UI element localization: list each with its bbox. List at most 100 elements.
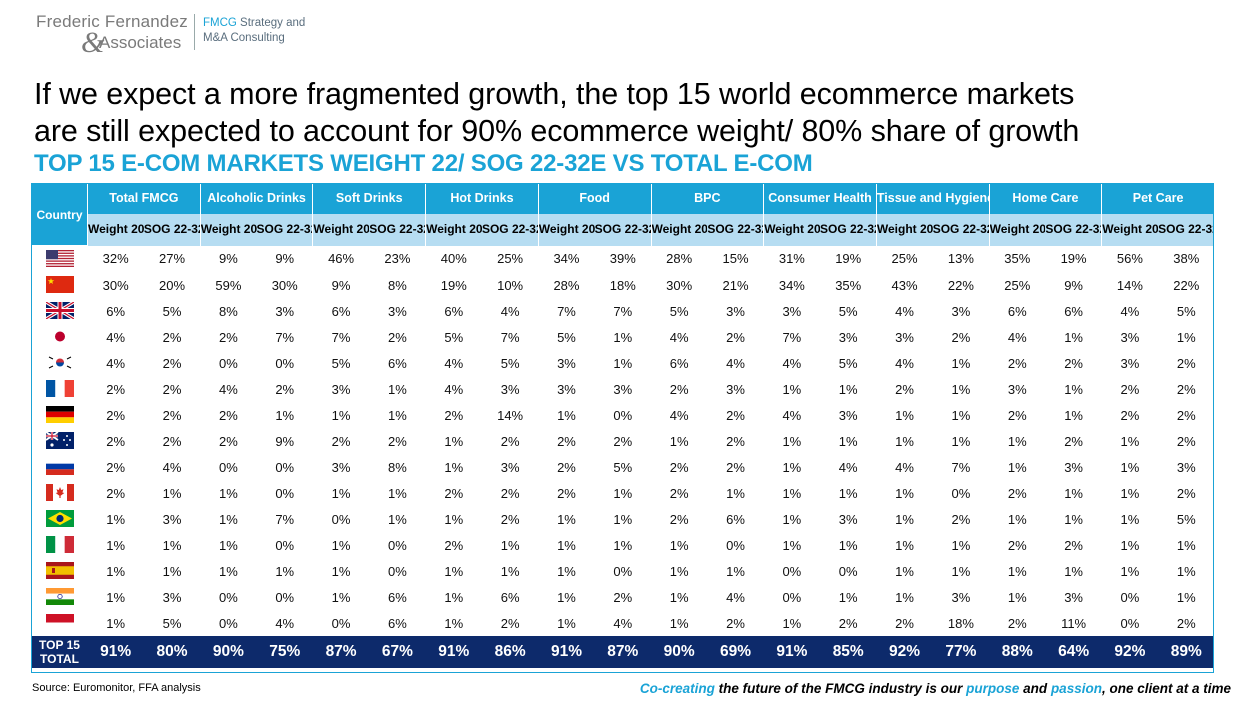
sog-cell-home-care: 1% — [1064, 407, 1083, 423]
weight-cell-soft-drinks: 1% — [331, 563, 351, 579]
sog-cell-soft-drinks: 1% — [388, 407, 407, 423]
footer-cocreating: Co-creating — [639, 681, 715, 696]
sog-cell-consumer-health: 3% — [838, 407, 858, 423]
weight-cell-bpc: 4% — [669, 329, 689, 345]
sog-cell-pet-care: 5% — [1176, 303, 1196, 319]
weight-cell-hot-drinks: 2% — [444, 407, 464, 423]
company-logo: Frederic Fernandez & Associates — [36, 12, 188, 58]
country-cell — [32, 298, 88, 324]
sog-cell-total-fmcg: 1% — [162, 563, 182, 579]
sog-cell-soft-drinks: 1% — [388, 381, 407, 397]
weight-cell-tissue-and-hygiene: 1% — [895, 511, 914, 527]
weight-cell-consumer-health: 1% — [782, 615, 802, 631]
sog-cell-home-care: 3% — [1064, 589, 1083, 605]
footer-text-1: the future of the FMCG industry is our — [714, 681, 967, 696]
total-sog-cell-home-care: 64% — [1045, 636, 1102, 668]
category-header-home-care: Home Care — [988, 183, 1103, 214]
sog-cell-home-care: 2% — [1064, 433, 1083, 449]
sog-cell-bpc: 4% — [726, 355, 745, 371]
weight-cell-food: 34% — [553, 251, 580, 267]
sog-cell-home-care: 19% — [1060, 251, 1087, 267]
country-cell — [32, 324, 88, 350]
sog-cell-total-fmcg: 27% — [159, 251, 186, 267]
russia-flag-icon — [45, 458, 74, 476]
weight-2022-header-bpc: Weight 2022 — [650, 213, 708, 246]
sog-cell-bpc: 3% — [726, 303, 745, 319]
weight-cell-bpc: 1% — [669, 589, 689, 605]
weight-cell-home-care: 1% — [1007, 589, 1027, 605]
sog-cell-consumer-health: 3% — [838, 329, 858, 345]
weight-cell-bpc: 1% — [669, 433, 689, 449]
australia-flag-icon — [45, 431, 74, 450]
weight-cell-hot-drinks: 1% — [444, 589, 464, 605]
sog-cell-hot-drinks: 14% — [497, 407, 524, 423]
sog-cell-total-fmcg: 2% — [162, 329, 182, 345]
country-cell — [32, 428, 88, 454]
weight-cell-consumer-health: 34% — [778, 277, 805, 293]
weight-cell-soft-drinks: 6% — [331, 303, 351, 319]
weight-cell-tissue-and-hygiene: 4% — [895, 303, 914, 319]
weight-2022-header-pet-care: Weight 2022 — [1101, 213, 1159, 246]
weight-cell-total-fmcg: 2% — [106, 433, 126, 449]
sog-cell-tissue-and-hygiene: 1% — [951, 355, 971, 371]
sog-cell-total-fmcg: 5% — [162, 303, 182, 319]
weight-cell-food: 2% — [557, 459, 576, 475]
weight-cell-bpc: 2% — [669, 459, 689, 475]
weight-cell-consumer-health: 1% — [782, 433, 802, 449]
sog-cell-alcoholic-drinks: 0% — [275, 485, 295, 501]
tagline-fmcg: FMCG — [203, 17, 237, 29]
sog-cell-consumer-health: 1% — [838, 381, 858, 397]
table-row: 30% 20% 59% 30% 9% 8% 19% 10% 28% 18% 30% 21% 34% 35%… — [32, 272, 1215, 298]
total-weight-cell-bpc: 90% — [651, 636, 708, 668]
sog-cell-pet-care: 2% — [1176, 407, 1196, 423]
sog-cell-alcoholic-drinks: 9% — [275, 433, 295, 449]
sog-cell-tissue-and-hygiene: 1% — [951, 407, 971, 423]
sog-cell-food: 0% — [613, 407, 633, 423]
weight-cell-home-care: 6% — [1007, 303, 1027, 319]
weight-cell-pet-care: 1% — [1120, 537, 1140, 553]
sog-cell-soft-drinks: 6% — [388, 355, 407, 371]
table-row: 6% 5% 8% 3% 6% 3% 6% 4% 7% 7% 5% 3% 3% 5% 4% 3% 6% 6% 4% 5% — [32, 298, 1215, 324]
sog-cell-total-fmcg: 3% — [162, 589, 182, 605]
weight-cell-home-care: 3% — [1007, 381, 1027, 397]
total-weight-cell-total-fmcg: 91% — [87, 636, 144, 668]
sog-cell-bpc: 1% — [726, 563, 745, 579]
weight-cell-consumer-health: 4% — [782, 407, 802, 423]
weight-cell-home-care: 2% — [1007, 615, 1027, 631]
sog-cell-bpc: 2% — [726, 407, 745, 423]
weight-cell-soft-drinks: 46% — [328, 251, 355, 267]
weight-2022-header-soft-drinks: Weight 2022 — [312, 213, 370, 246]
category-header-tissue-and-hygiene: Tissue and Hygiene — [875, 183, 990, 214]
us-flag-icon — [45, 250, 74, 268]
sog-cell-home-care: 3% — [1064, 459, 1083, 475]
weight-cell-alcoholic-drinks: 0% — [218, 615, 238, 631]
weight-cell-hot-drinks: 19% — [440, 277, 467, 293]
category-header-total-fmcg: Total FMCG — [87, 183, 201, 214]
sog-cell-soft-drinks: 1% — [388, 511, 407, 527]
sog-cell-consumer-health: 1% — [838, 485, 858, 501]
sog-cell-pet-care: 1% — [1176, 563, 1196, 579]
weight-cell-food: 1% — [557, 563, 576, 579]
total-sog-cell-food: 87% — [594, 636, 651, 668]
country-cell — [32, 246, 88, 273]
sog-cell-home-care: 1% — [1064, 381, 1083, 397]
sog-cell-hot-drinks: 2% — [500, 511, 520, 527]
sog-cell-pet-care: 2% — [1176, 433, 1196, 449]
sog-cell-tissue-and-hygiene: 3% — [951, 589, 971, 605]
weight-cell-home-care: 1% — [1007, 563, 1027, 579]
sog-22-32-header-hot-drinks: SOG 22-32 — [481, 213, 539, 246]
weight-cell-consumer-health: 31% — [778, 251, 805, 267]
weight-cell-total-fmcg: 1% — [106, 589, 126, 605]
sog-cell-home-care: 1% — [1064, 511, 1083, 527]
weight-cell-bpc: 30% — [666, 277, 693, 293]
weight-2022-header-consumer-health: Weight 2022 — [763, 213, 821, 246]
sog-cell-bpc: 0% — [726, 537, 745, 553]
weight-cell-alcoholic-drinks: 1% — [218, 537, 238, 553]
weight-cell-food: 1% — [557, 407, 576, 423]
weight-cell-consumer-health: 1% — [782, 485, 802, 501]
weight-cell-hot-drinks: 1% — [444, 615, 464, 631]
weight-cell-soft-drinks: 1% — [331, 537, 351, 553]
sog-cell-soft-drinks: 0% — [388, 563, 407, 579]
spain-flag-icon — [45, 562, 74, 580]
sog-22-32-header-tissue-and-hygiene: SOG 22-32 — [932, 213, 990, 246]
